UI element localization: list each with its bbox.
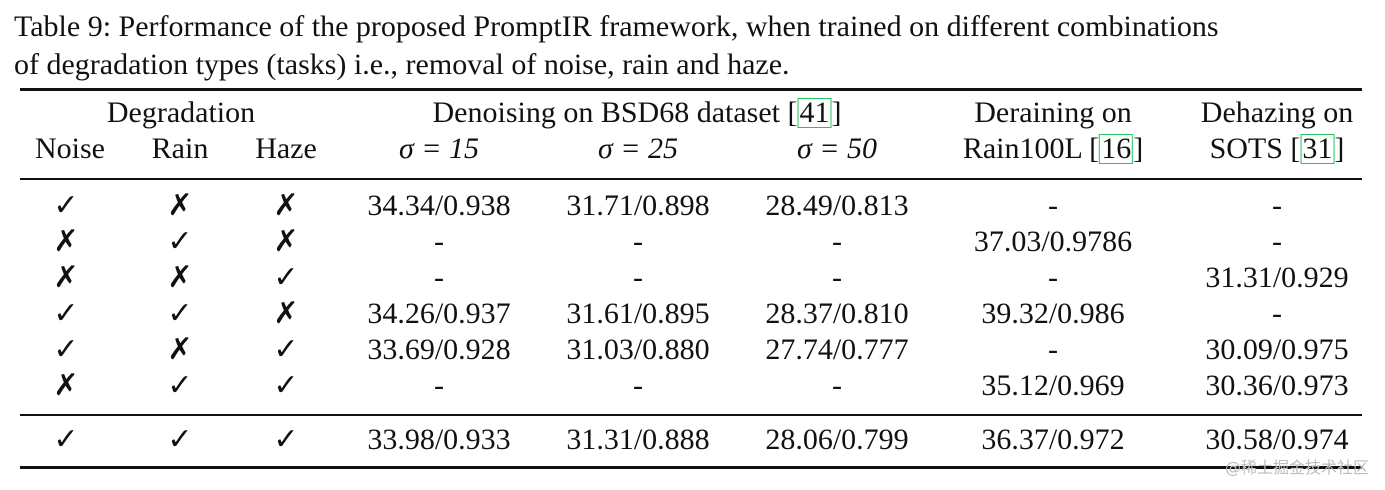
cell-noise: ✓: [53, 332, 79, 367]
cell-sigma50: 28.06/0.799: [765, 423, 909, 456]
citation-link-41[interactable]: 41: [797, 96, 832, 129]
cell-sigma25: 31.61/0.895: [566, 297, 710, 330]
cell-rain: ✓: [167, 422, 193, 457]
cell-sigma15: -: [434, 225, 444, 258]
cell-deraining: 35.12/0.969: [981, 369, 1125, 402]
cell-deraining: -: [1048, 261, 1058, 294]
watermark: @稀土掘金技术社区: [1224, 458, 1369, 477]
cell-rain: ✓: [167, 296, 193, 331]
cell-sigma25: 31.03/0.880: [566, 333, 710, 366]
final-row-rule: [20, 414, 1362, 416]
header-deraining-line2: Rain100L [16]: [963, 131, 1143, 167]
header-denoising: Denoising on BSD68 dataset [41]: [433, 95, 842, 131]
cell-dehazing: 30.58/0.974: [1205, 423, 1349, 456]
cell-sigma50: 28.37/0.810: [765, 297, 909, 330]
header-noise: Noise: [35, 132, 105, 165]
cell-deraining: 37.03/0.9786: [973, 225, 1133, 258]
cell-sigma25: -: [633, 261, 643, 294]
cell-rain: ✗: [167, 188, 193, 223]
header-deraining-line1: Deraining on: [974, 96, 1132, 129]
header-dehazing-suffix: ]: [1334, 132, 1345, 165]
cell-noise: ✓: [53, 188, 79, 223]
cell-dehazing: 31.31/0.929: [1205, 261, 1349, 294]
cell-haze: ✗: [273, 188, 299, 223]
cell-noise: ✗: [53, 224, 79, 259]
header-denoising-suffix: ]: [831, 96, 842, 129]
cell-dehazing: -: [1272, 297, 1282, 330]
cell-noise: ✗: [53, 368, 79, 403]
cell-sigma50: -: [832, 261, 842, 294]
header-dehazing-line1: Dehazing on: [1200, 96, 1354, 129]
cell-haze: ✗: [273, 296, 299, 331]
header-sigma-25: σ = 25: [597, 132, 679, 165]
cell-sigma25: 31.31/0.888: [566, 423, 710, 456]
header-denoising-prefix: Denoising on BSD68 dataset [: [432, 96, 798, 129]
header-sigma-15: σ = 15: [398, 132, 480, 165]
cell-haze: ✓: [273, 368, 299, 403]
cell-sigma50: -: [832, 369, 842, 402]
citation-link-16[interactable]: 16: [1099, 132, 1134, 165]
cell-deraining: 36.37/0.972: [981, 423, 1125, 456]
cell-deraining: 39.32/0.986: [981, 297, 1125, 330]
caption-line-1: Table 9: Performance of the proposed Pro…: [14, 10, 1219, 43]
header-dehazing-line2: SOTS [31]: [1210, 131, 1345, 167]
table-caption: Table 9: Performance of the proposed Pro…: [14, 8, 1374, 84]
cell-sigma15: -: [434, 369, 444, 402]
caption-line-2: of degradation types (tasks) i.e., remov…: [14, 48, 790, 81]
cell-noise: ✗: [53, 260, 79, 295]
cell-sigma50: 27.74/0.777: [765, 333, 909, 366]
cell-sigma15: -: [434, 261, 444, 294]
cell-sigma15: 34.26/0.937: [367, 297, 511, 330]
cell-haze: ✓: [273, 332, 299, 367]
cell-rain: ✗: [167, 332, 193, 367]
header-sigma-50: σ = 50: [796, 132, 878, 165]
cell-dehazing: 30.09/0.975: [1205, 333, 1349, 366]
top-rule: [20, 88, 1362, 91]
cell-sigma25: -: [633, 369, 643, 402]
cell-haze: ✓: [273, 260, 299, 295]
header-dehazing-prefix: SOTS [: [1209, 132, 1301, 165]
cell-noise: ✓: [53, 296, 79, 331]
cell-deraining: -: [1048, 189, 1058, 222]
header-degradation: Degradation: [106, 96, 256, 129]
header-deraining-prefix: Rain100L [: [962, 132, 1100, 165]
bottom-rule: [20, 466, 1362, 469]
cell-haze: ✗: [273, 224, 299, 259]
cell-sigma50: 28.49/0.813: [765, 189, 909, 222]
cell-rain: ✓: [167, 224, 193, 259]
header-rule: [20, 178, 1362, 180]
cell-sigma50: -: [832, 225, 842, 258]
header-deraining-suffix: ]: [1133, 132, 1144, 165]
header-haze: Haze: [255, 132, 317, 165]
cell-deraining: -: [1048, 333, 1058, 366]
cell-sigma15: 34.34/0.938: [367, 189, 511, 222]
cell-haze: ✓: [273, 422, 299, 457]
cell-dehazing: -: [1272, 225, 1282, 258]
cell-sigma15: 33.69/0.928: [367, 333, 511, 366]
cell-sigma25: -: [633, 225, 643, 258]
header-rain: Rain: [151, 132, 209, 165]
cell-dehazing: -: [1272, 189, 1282, 222]
cell-noise: ✓: [53, 422, 79, 457]
cell-rain: ✓: [167, 368, 193, 403]
citation-link-31[interactable]: 31: [1300, 132, 1335, 165]
cell-sigma15: 33.98/0.933: [367, 423, 511, 456]
cell-dehazing: 30.36/0.973: [1205, 369, 1349, 402]
cell-sigma25: 31.71/0.898: [566, 189, 710, 222]
cell-rain: ✗: [167, 260, 193, 295]
